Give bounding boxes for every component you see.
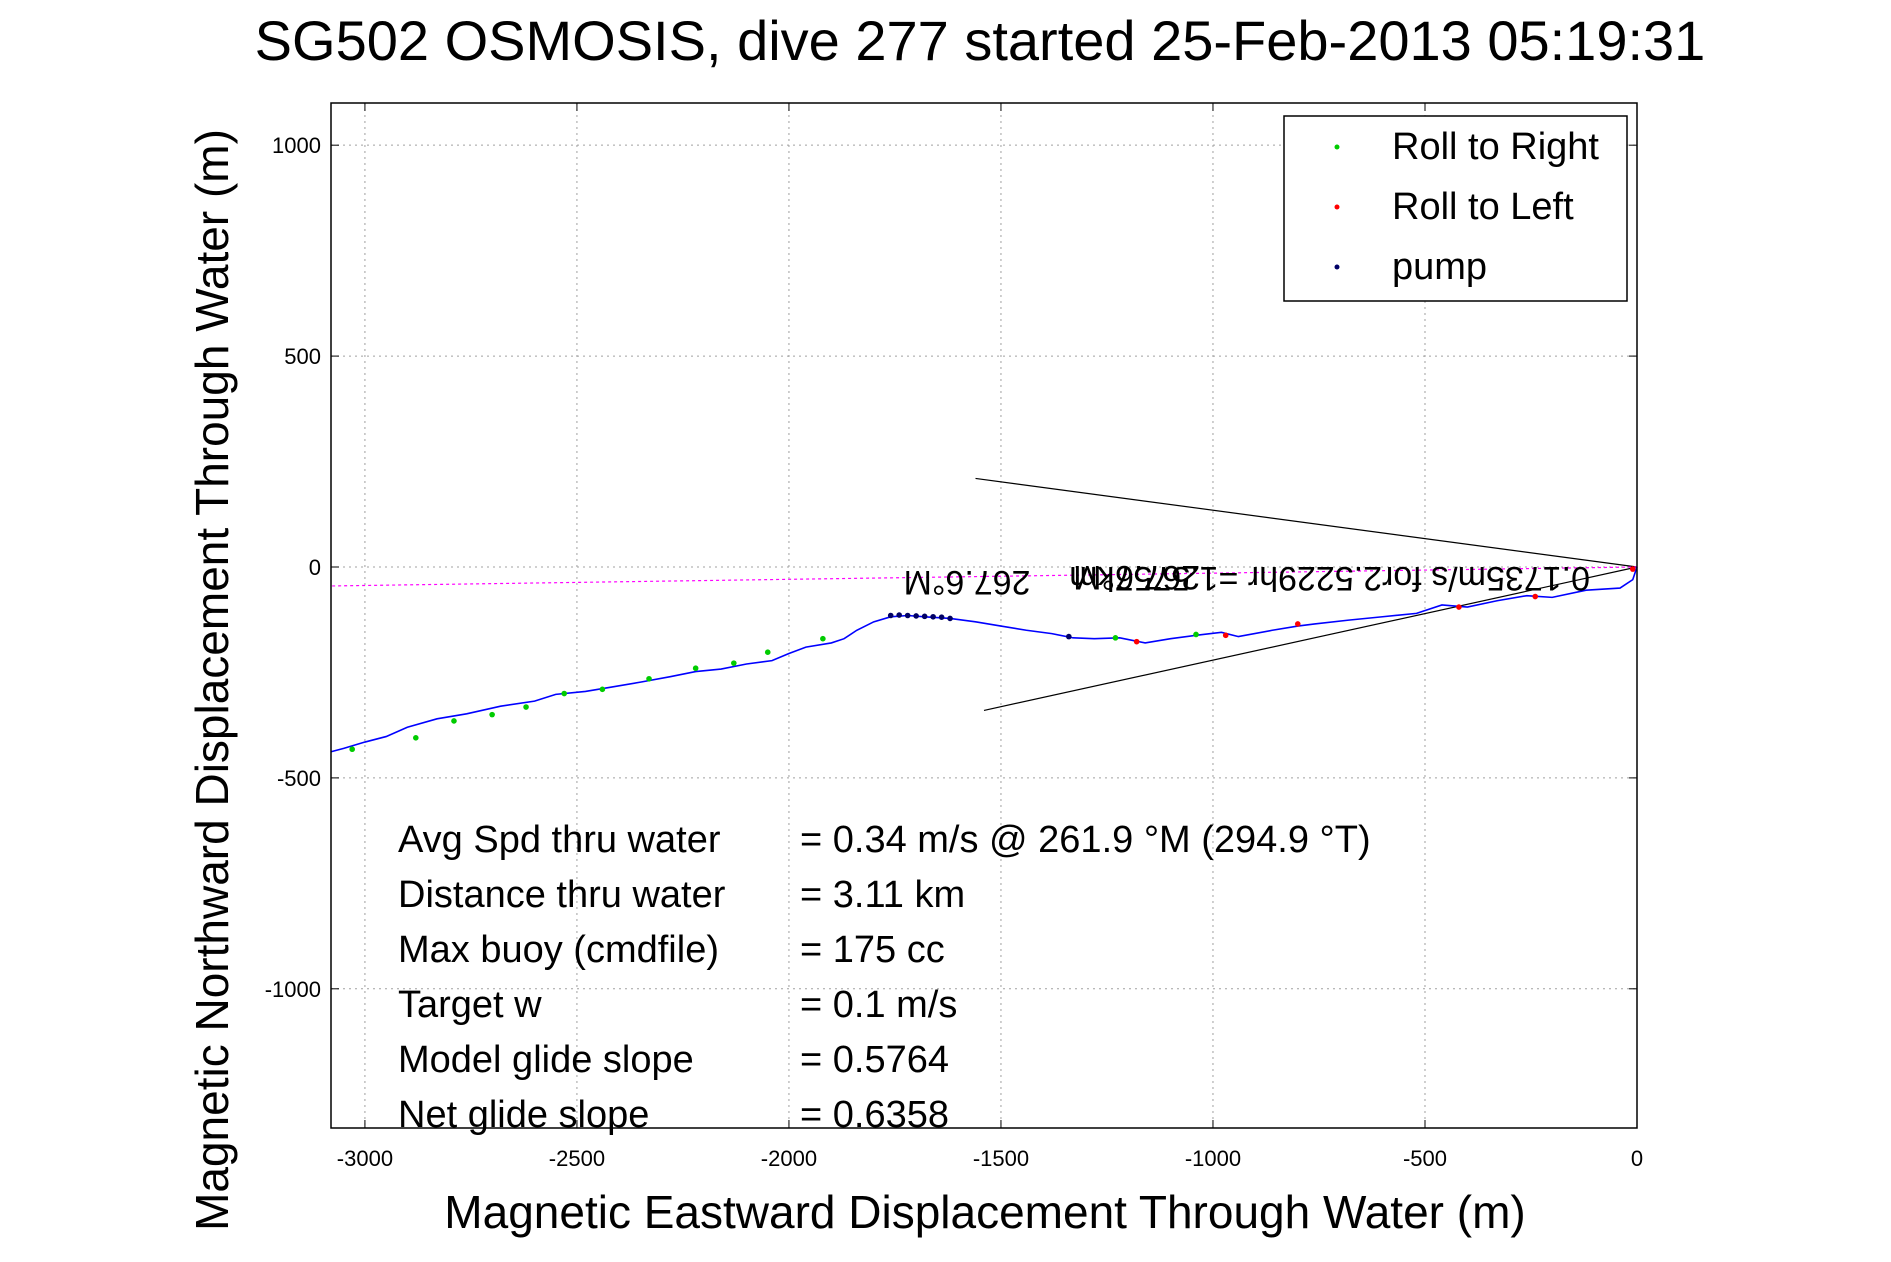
x-tick-label: 0 [1631, 1146, 1643, 1171]
x-tick-label: -2500 [549, 1146, 605, 1171]
stat-value: = 0.6358 [800, 1094, 949, 1136]
roll-to-right-point [451, 718, 457, 724]
roll-to-left-point [1629, 566, 1636, 572]
roll-to-right-point [489, 711, 495, 718]
legend-box [1283, 115, 1628, 302]
x-tick-label: -3000 [337, 1146, 393, 1171]
pump-point [938, 614, 945, 620]
roll-to-left-point [1222, 632, 1229, 639]
rotated-annotation: 267.6°M [1073, 558, 1200, 596]
stat-value: = 3.11 km [800, 874, 965, 916]
roll-to-right-point [599, 686, 606, 693]
roll-to-right-point [820, 635, 826, 642]
annotations: 0.1735m/s for2.5229hr =1.5757km267.6°M26… [904, 558, 1590, 601]
roll-to-right-point [523, 704, 529, 710]
pump-point [947, 615, 953, 622]
pump-point [904, 612, 911, 619]
roll-to-left-point [1294, 621, 1301, 627]
pump-point [913, 613, 919, 619]
legend-marker-roll-to-left [1334, 204, 1340, 210]
stat-label: Distance thru water [398, 874, 726, 916]
roll-to-right-point [349, 746, 356, 753]
stats-block: Avg Spd thru water = 0.34 m/s @ 261.9 °M … [398, 819, 1371, 1136]
roll-to-left-point [1532, 593, 1539, 600]
legend-label-roll-to-left: Roll to Left [1392, 186, 1574, 228]
rotated-annotation: 267.6°M [904, 563, 1031, 601]
reference-line [975, 477, 1638, 568]
rotated-annotation: 0.1735m/s for2.5229hr =1.5757km [1069, 559, 1590, 597]
roll-to-left-point [1456, 604, 1462, 610]
x-tick-label: -1000 [1185, 1146, 1241, 1171]
stat-label: Avg Spd thru water [398, 819, 721, 861]
y-tick-label: 0 [309, 555, 321, 580]
roll-to-right-point [561, 690, 568, 697]
pump-point [896, 612, 902, 618]
roll-to-right-point [692, 665, 699, 672]
y-tick-label: 1000 [272, 133, 321, 158]
reference-lines [330, 477, 1638, 711]
roll-to-right-point [1193, 631, 1199, 638]
roll-to-right-point [1112, 635, 1119, 641]
x-tick-label: -1500 [973, 1146, 1029, 1171]
y-tick-label: -1000 [265, 977, 321, 1002]
tick-labels: -3000 -2500 -2000 -1500 -1000 -500 0 1000 500 0 -5… [265, 133, 1643, 1171]
legend-marker-pump [1334, 264, 1340, 270]
roll-to-right-point [413, 735, 419, 741]
series-layer [330, 566, 1638, 753]
stat-value: = 0.5764 [800, 1039, 949, 1081]
reference-line [330, 566, 1638, 587]
stat-label: Model glide slope [398, 1039, 694, 1081]
stat-value: = 0.1 m/s [800, 984, 957, 1026]
roll-to-right-point [646, 675, 652, 682]
stat-value: = 0.34 m/s @ 261.9 °M (294.9 °T) [800, 819, 1371, 861]
pump-point [887, 612, 894, 619]
legend-label-roll-to-right: Roll to Right [1392, 126, 1599, 168]
x-tick-label: -2000 [761, 1146, 817, 1171]
plot-frame [330, 102, 1638, 1129]
y-axis-label: Magnetic Northward Displacement Through … [186, 129, 238, 1231]
y-tick-label: 500 [284, 344, 321, 369]
chart-title: SG502 OSMOSIS, dive 277 started 25-Feb-2… [255, 9, 1706, 72]
reference-line [983, 566, 1638, 711]
stat-value: = 175 cc [800, 929, 945, 971]
axis-ticks [331, 103, 1638, 1128]
stat-label: Net glide slope [398, 1094, 649, 1136]
stat-label: Max buoy (cmdfile) [398, 929, 719, 971]
legend-marker-roll-to-right [1334, 144, 1340, 150]
x-tick-label: -500 [1403, 1146, 1447, 1171]
y-tick-label: -500 [277, 766, 321, 791]
x-axis-label: Magnetic Eastward Displacement Through W… [444, 1186, 1525, 1238]
stat-label: Target w [398, 984, 542, 1026]
legend: Roll to Right Roll to Left pump [1283, 115, 1628, 302]
roll-to-right-point [764, 649, 771, 655]
pump-point [1066, 633, 1072, 640]
grid [331, 103, 1638, 1128]
pump-point [921, 613, 928, 620]
roll-to-right-point [731, 660, 737, 666]
roll-to-left-point [1133, 638, 1140, 645]
pump-point [930, 613, 936, 620]
legend-label-pump: pump [1392, 246, 1487, 288]
